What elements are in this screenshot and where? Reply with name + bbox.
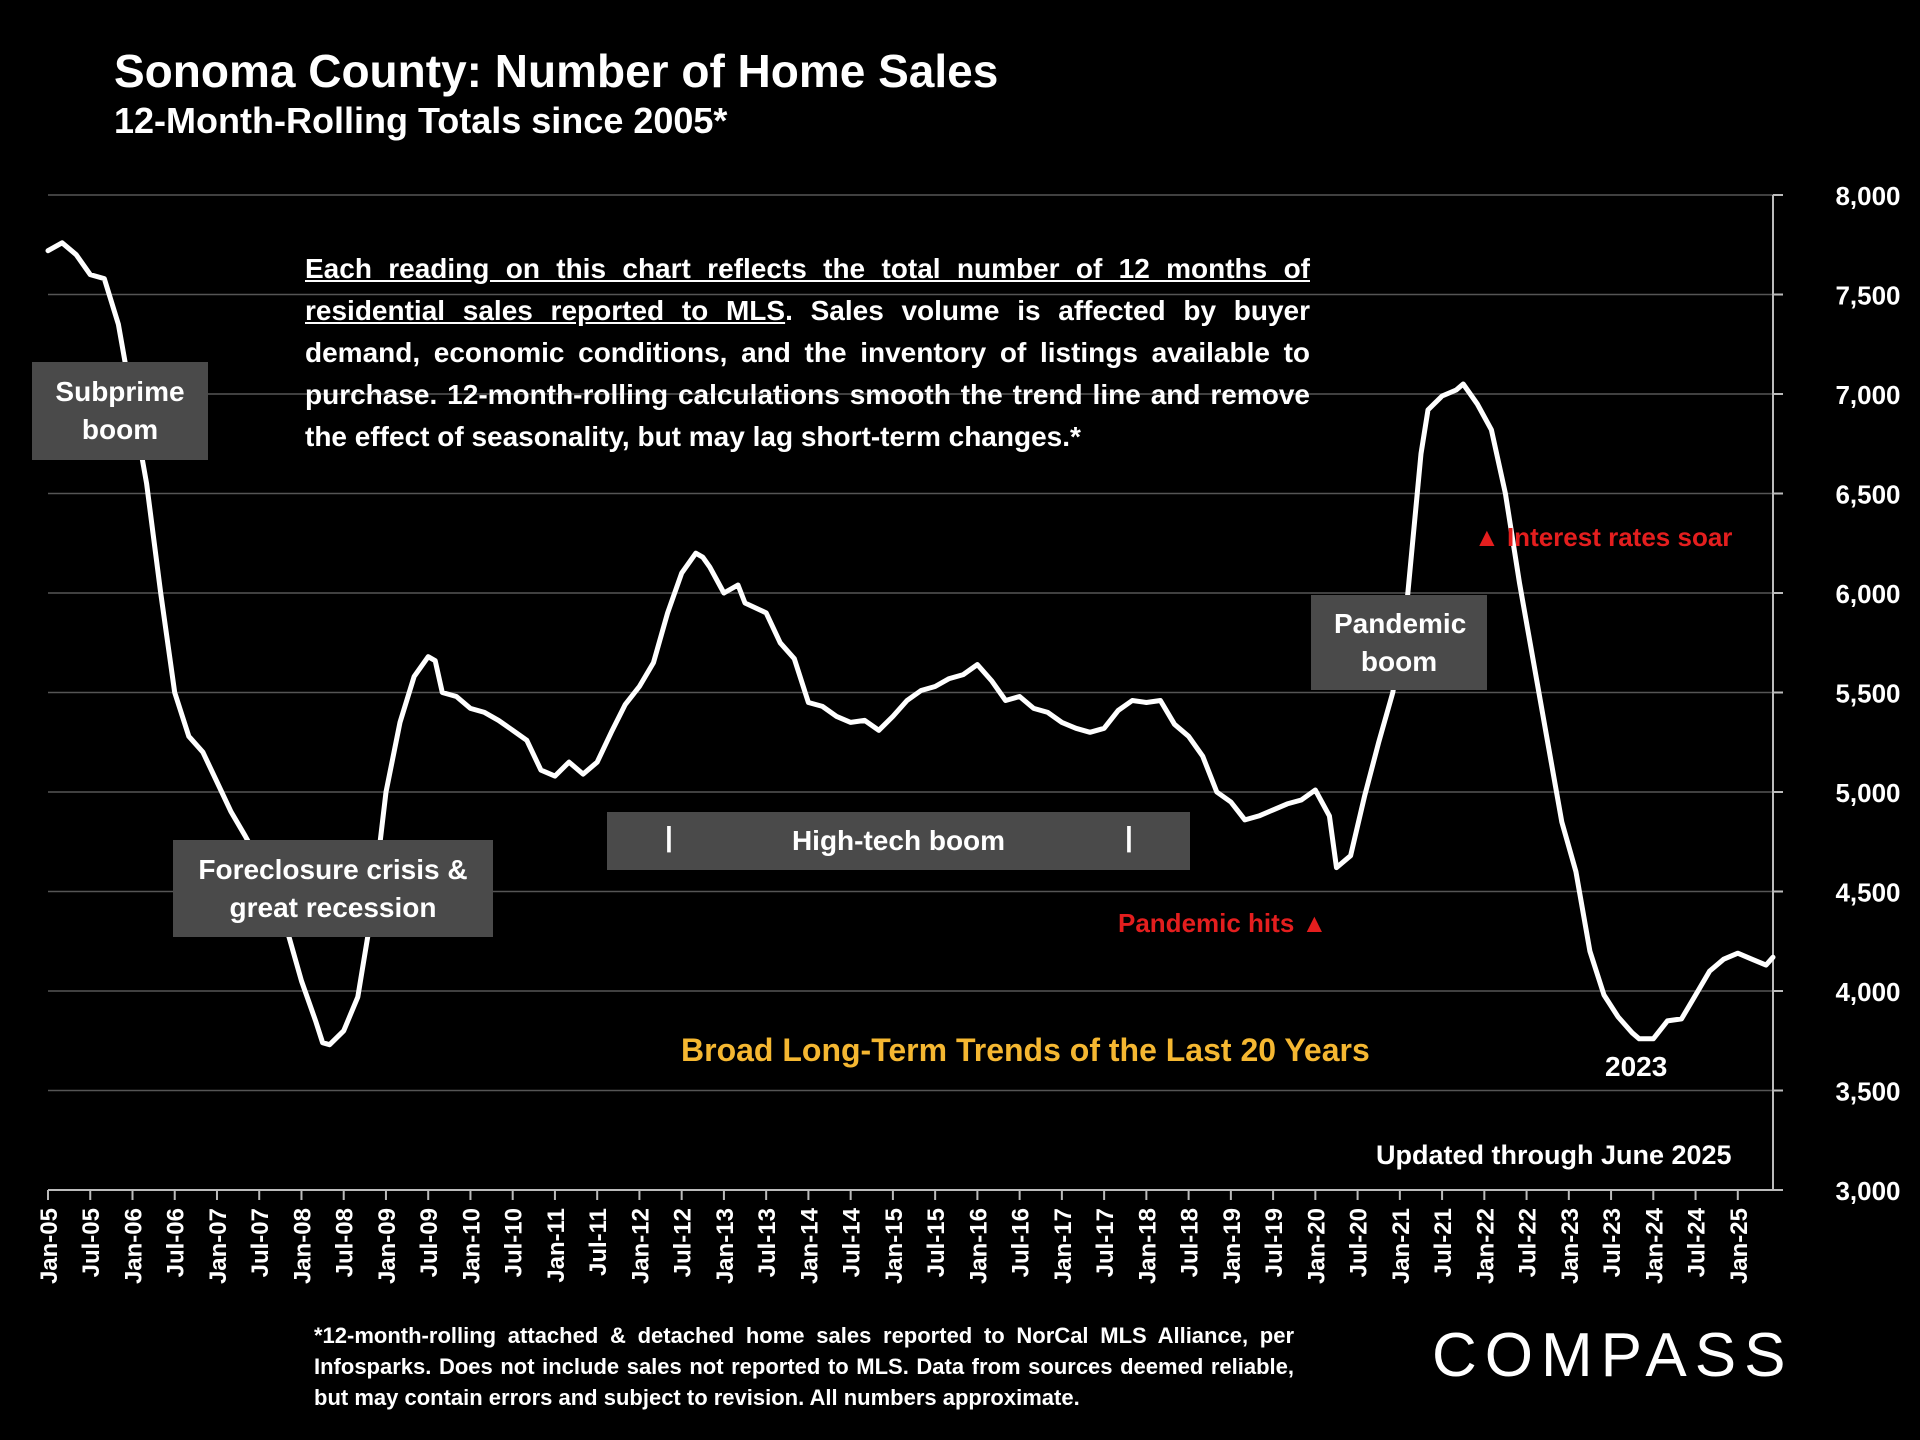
- pandemic-hits-annotation: Pandemic hits ▲: [1118, 908, 1328, 938]
- x-tick-label: Jul-13: [754, 1208, 781, 1277]
- x-tick-label: Jan-08: [289, 1208, 316, 1284]
- x-tick-label: Jan-23: [1557, 1208, 1584, 1284]
- subprime-boom-label: Subprime boom: [55, 376, 185, 445]
- y-tick-label: 6,500: [1835, 480, 1900, 510]
- chart-description: Each reading on this chart reflects the …: [305, 248, 1310, 458]
- x-tick-label: Jan-25: [1726, 1208, 1753, 1284]
- year-2023-label: 2023: [1605, 1051, 1668, 1082]
- broad-trends-caption: Broad Long-Term Trends of the Last 20 Ye…: [681, 1032, 1370, 1068]
- x-tick-label: Jan-18: [1134, 1208, 1161, 1284]
- pandemic-boom-box: Pandemic boom: [1311, 595, 1487, 690]
- y-tick-label: 7,500: [1835, 281, 1900, 311]
- x-tick-label: Jan-15: [881, 1208, 908, 1284]
- high-tech-end-marker: |: [1125, 821, 1133, 852]
- foreclosure-crisis-label: Foreclosure crisis & great recession: [198, 853, 468, 923]
- interest-rates-annotation: ▲ Interest rates soar: [1474, 522, 1733, 552]
- y-axis-ticks: 3,000 3,500 4,000 4,500 5,000 5,500 6,000 6,500…: [1773, 181, 1901, 1206]
- x-tick-label: Jan-24: [1641, 1207, 1668, 1284]
- y-tick-label: 5,500: [1835, 679, 1900, 709]
- pandemic-boom-label: Pandemic boom: [1334, 607, 1467, 677]
- y-tick-label: 3,000: [1835, 1176, 1900, 1206]
- series-line: [45, 240, 1776, 1048]
- chart-title: Sonoma County: Number of Home Sales: [114, 45, 999, 97]
- x-tick-label: Jul-07: [247, 1208, 274, 1277]
- x-tick-label: Jan-05: [36, 1208, 63, 1284]
- x-tick-label: Jan-06: [120, 1208, 147, 1284]
- x-tick-label: Jan-21: [1388, 1208, 1415, 1284]
- x-tick-label: Jan-09: [374, 1208, 401, 1284]
- x-tick-label: Jul-21: [1430, 1208, 1457, 1277]
- gridlines: [48, 194, 1773, 1092]
- y-tick-label: 4,500: [1835, 878, 1900, 908]
- x-tick-label: Jan-16: [965, 1208, 992, 1284]
- x-tick-label: Jan-17: [1050, 1208, 1077, 1284]
- x-tick-label: Jan-14: [796, 1207, 823, 1284]
- high-tech-boom-box: | High-tech boom |: [607, 812, 1190, 870]
- y-tick-label: 5,000: [1835, 778, 1900, 808]
- x-tick-label: Jul-08: [332, 1208, 359, 1277]
- x-tick-label: Jul-14: [839, 1207, 866, 1277]
- compass-logo: COMPASS: [1432, 1321, 1794, 1390]
- y-tick-label: 7,000: [1835, 380, 1900, 410]
- high-tech-boom-label: High-tech boom: [791, 825, 1006, 856]
- y-tick-label: 4,000: [1835, 977, 1900, 1007]
- x-tick-label: Jan-07: [205, 1208, 232, 1284]
- x-tick-label: Jul-24: [1684, 1207, 1711, 1277]
- y-tick-label: 3,500: [1835, 1077, 1900, 1107]
- chart-subtitle: 12-Month-Rolling Totals since 2005*: [114, 100, 728, 141]
- x-tick-label: Jan-19: [1219, 1208, 1246, 1284]
- x-tick-label: Jul-20: [1346, 1208, 1373, 1277]
- description-underlined: Each reading on this chart reflects the …: [305, 253, 1310, 326]
- x-tick-label: Jul-23: [1599, 1208, 1626, 1277]
- updated-note: Updated through June 2025: [1376, 1140, 1732, 1170]
- x-tick-label: Jul-19: [1261, 1208, 1288, 1277]
- x-tick-label: Jul-11: [585, 1208, 612, 1276]
- x-tick-label: Jul-05: [78, 1208, 105, 1277]
- x-tick-label: Jan-20: [1303, 1208, 1330, 1284]
- x-tick-label: Jan-22: [1472, 1208, 1499, 1284]
- x-tick-label: Jan-11: [543, 1208, 570, 1283]
- high-tech-start-marker: |: [665, 821, 673, 852]
- foreclosure-crisis-box: Foreclosure crisis & great recession: [173, 840, 493, 937]
- subprime-boom-box: Subprime boom: [32, 362, 208, 460]
- x-tick-label: Jul-18: [1177, 1208, 1204, 1277]
- description-rest: . Sales volume is affected by buyer dema…: [305, 295, 1311, 452]
- footnote: *12-month-rolling attached & detached ho…: [314, 1323, 1294, 1410]
- x-tick-label: Jul-12: [670, 1208, 697, 1277]
- x-tick-label: Jul-15: [923, 1208, 950, 1277]
- x-axis-ticks: Jan-05 Jul-05 Jan-06 Jul-06 Jan-07 Jul-07 Jan-…: [36, 1190, 1753, 1284]
- x-tick-label: Jul-22: [1515, 1208, 1542, 1277]
- x-tick-label: Jan-10: [458, 1208, 485, 1284]
- x-tick-label: Jul-17: [1092, 1208, 1119, 1277]
- y-tick-label: 6,000: [1835, 579, 1900, 609]
- x-tick-label: Jul-10: [501, 1208, 528, 1277]
- x-tick-label: Jul-06: [163, 1208, 190, 1277]
- y-tick-label: 8,000: [1835, 181, 1900, 211]
- x-tick-label: Jul-09: [416, 1208, 443, 1277]
- x-tick-label: Jul-16: [1008, 1208, 1035, 1277]
- x-tick-label: Jan-13: [712, 1208, 739, 1284]
- x-tick-label: Jan-12: [627, 1208, 654, 1284]
